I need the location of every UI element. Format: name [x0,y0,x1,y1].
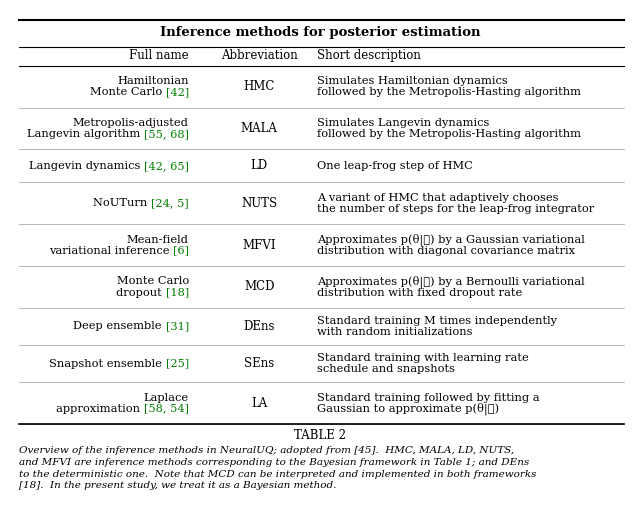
Text: dropout: dropout [116,288,166,297]
Text: Hamiltonian: Hamiltonian [117,76,189,86]
Text: Inference methods for posterior estimation: Inference methods for posterior estimati… [160,26,480,39]
Text: [31]: [31] [166,322,189,331]
Text: [42, 65]: [42, 65] [144,161,189,171]
Text: LD: LD [251,160,268,172]
Text: with random initializations: with random initializations [317,327,472,337]
Text: Approximates p(θ|𝓓) by a Bernoulli variational: Approximates p(θ|𝓓) by a Bernoulli varia… [317,275,584,288]
Text: Laplace: Laplace [143,393,189,402]
Text: approximation: approximation [56,404,144,413]
Text: followed by the Metropolis-Hasting algorithm: followed by the Metropolis-Hasting algor… [317,129,581,139]
Text: variational inference: variational inference [49,246,173,255]
Text: Langevin algorithm: Langevin algorithm [27,129,144,139]
Text: Simulates Langevin dynamics: Simulates Langevin dynamics [317,118,489,128]
Text: Abbreviation: Abbreviation [221,49,298,62]
Text: Simulates Hamiltonian dynamics: Simulates Hamiltonian dynamics [317,76,508,86]
Text: A variant of HMC that adaptively chooses: A variant of HMC that adaptively chooses [317,193,558,202]
Text: Full name: Full name [129,49,189,62]
Text: MALA: MALA [241,122,278,135]
Text: [18].  In the present study, we treat it as a Bayesian method.: [18]. In the present study, we treat it … [19,481,337,490]
Text: LA: LA [251,396,268,410]
Text: Overview of the inference methods in NeuralUQ; adopted from [45].  HMC, MALA, LD: Overview of the inference methods in Neu… [19,446,515,455]
Text: [25]: [25] [166,359,189,368]
Text: NoUTurn: NoUTurn [93,198,151,208]
Text: TABLE 2: TABLE 2 [294,429,346,442]
Text: distribution with diagonal covariance matrix: distribution with diagonal covariance ma… [317,246,575,255]
Text: DEns: DEns [243,320,275,333]
Text: [24, 5]: [24, 5] [151,198,189,208]
Text: and MFVI are inference methods corresponding to the Bayesian framework in Table : and MFVI are inference methods correspon… [19,458,529,467]
Text: Gaussian to approximate p(θ|𝓓): Gaussian to approximate p(θ|𝓓) [317,402,499,415]
Text: [18]: [18] [166,288,189,297]
Text: Langevin dynamics: Langevin dynamics [29,161,144,171]
Text: to the deterministic one.  Note that MCD can be interpreted and implemented in b: to the deterministic one. Note that MCD … [19,470,537,479]
Text: SEns: SEns [244,357,275,370]
Text: Mean-field: Mean-field [127,235,189,244]
Text: NUTS: NUTS [241,197,277,210]
Text: [58, 54]: [58, 54] [144,404,189,413]
Text: [55, 68]: [55, 68] [144,129,189,139]
Text: HMC: HMC [243,80,275,93]
Text: followed by the Metropolis-Hasting algorithm: followed by the Metropolis-Hasting algor… [317,87,581,97]
Text: Standard training with learning rate: Standard training with learning rate [317,353,529,363]
Text: the number of steps for the leap-frog integrator: the number of steps for the leap-frog in… [317,204,594,214]
Text: [42]: [42] [166,87,189,97]
Text: MCD: MCD [244,280,275,294]
Text: schedule and snapshots: schedule and snapshots [317,364,455,374]
Text: distribution with fixed dropout rate: distribution with fixed dropout rate [317,288,522,297]
Text: Snapshot ensemble: Snapshot ensemble [49,359,166,368]
Text: [6]: [6] [173,246,189,255]
Text: Monte Carlo: Monte Carlo [90,87,166,97]
Text: Approximates p(θ|𝓓) by a Gaussian variational: Approximates p(θ|𝓓) by a Gaussian variat… [317,233,584,246]
Text: MFVI: MFVI [243,238,276,252]
Text: Deep ensemble: Deep ensemble [74,322,166,331]
Text: Metropolis-adjusted: Metropolis-adjusted [73,118,189,128]
Text: Monte Carlo: Monte Carlo [116,277,189,286]
Text: Short description: Short description [317,49,420,62]
Text: One leap-frog step of HMC: One leap-frog step of HMC [317,161,472,171]
Text: Standard training followed by fitting a: Standard training followed by fitting a [317,393,540,402]
Text: Standard training M times independently: Standard training M times independently [317,316,557,326]
